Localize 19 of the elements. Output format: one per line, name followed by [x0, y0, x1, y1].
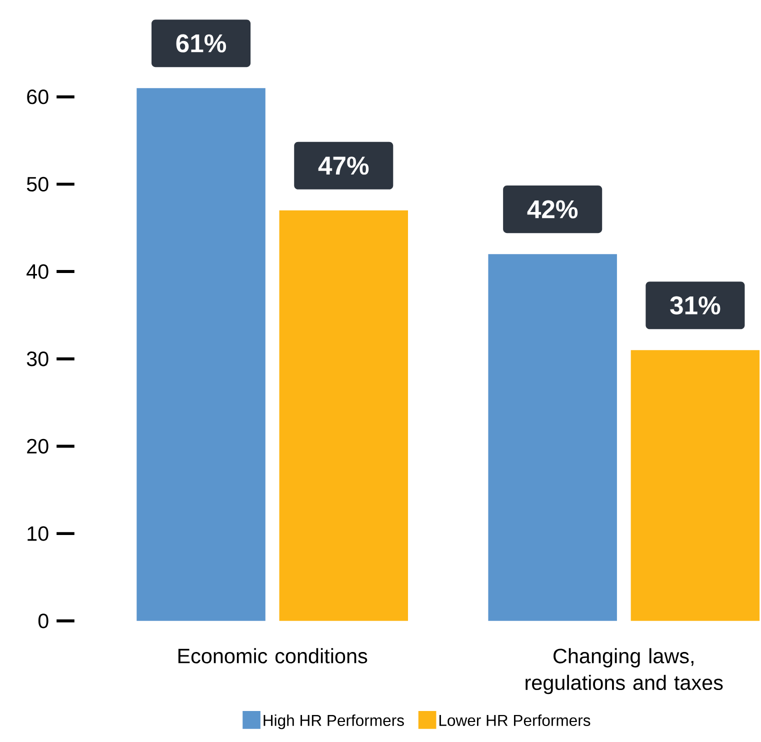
data-label: 42% — [527, 200, 578, 218]
data-label: 47% — [318, 156, 369, 175]
y-tick-label: 20 — [27, 439, 48, 454]
bar — [136, 88, 266, 622]
data-label: 61% — [176, 34, 226, 53]
legend-label: High HR Performers — [264, 714, 404, 730]
y-tick-label: 0 — [38, 614, 48, 628]
x-tick-label: Economic conditions — [178, 648, 368, 664]
y-tick-label: 60 — [27, 90, 48, 104]
y-tick-label: 40 — [26, 264, 48, 279]
bar — [488, 254, 617, 622]
legend-label: Lower HR Performers — [439, 714, 590, 726]
data-label: 31% — [670, 296, 720, 315]
y-tick-label: 50 — [26, 176, 48, 192]
x-tick-label: Changing laws, regulations and taxes — [526, 648, 723, 694]
y-tick-label: 10 — [28, 526, 48, 542]
bar — [630, 350, 760, 622]
bar — [279, 210, 408, 622]
y-tick-label: 30 — [26, 352, 48, 366]
